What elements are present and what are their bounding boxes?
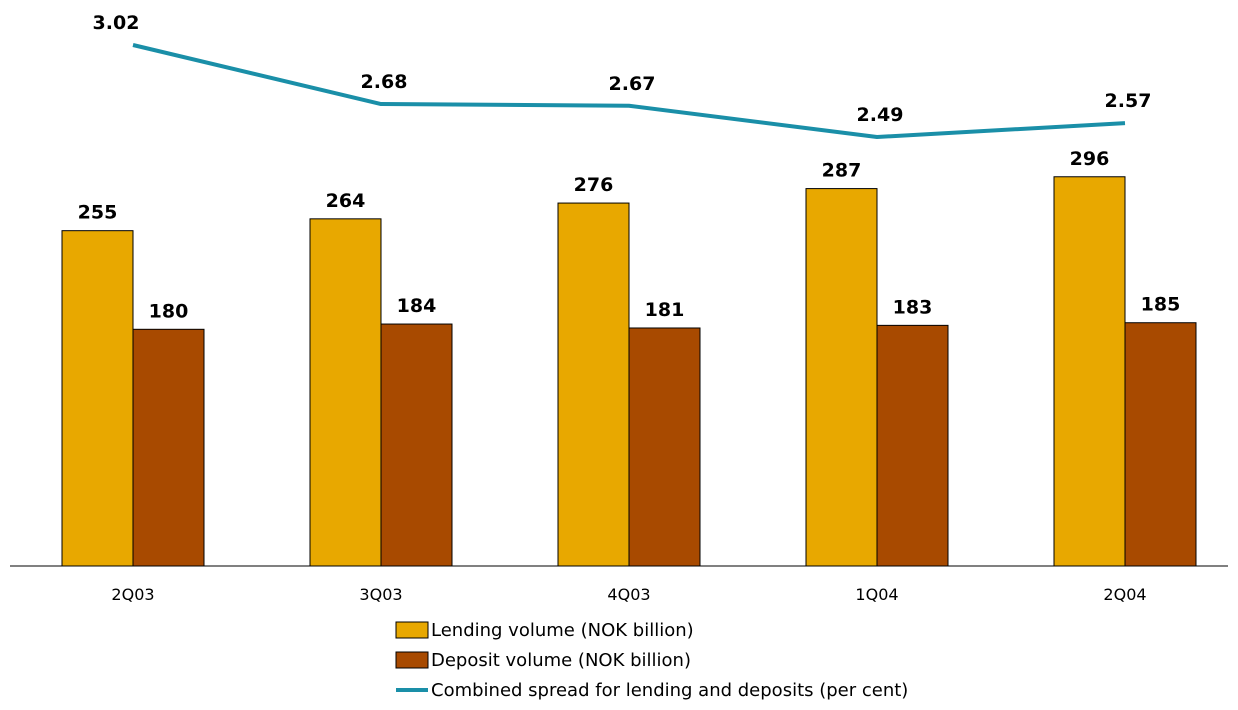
bar-layer: 255 180 264 184 276 181 287 183 296 185 xyxy=(61,148,1197,567)
legend-label: Lending volume (NOK billion) xyxy=(431,620,694,641)
bar-value-label: 181 xyxy=(645,299,685,321)
x-tick-labels: 2Q03 3Q03 4Q03 1Q04 2Q04 xyxy=(111,585,1146,604)
bar-deposit-4Q03 xyxy=(628,327,701,567)
x-tick-label: 2Q03 xyxy=(111,585,154,604)
line-value-label: 2.49 xyxy=(857,104,904,126)
legend-swatch-deposit xyxy=(395,651,429,669)
x-tick-label: 4Q03 xyxy=(607,585,650,604)
bar-deposit-2Q04 xyxy=(1124,322,1197,567)
spread-line xyxy=(132,43,1126,139)
line-layer: 3.02 2.68 2.67 2.49 2.57 xyxy=(93,12,1152,139)
legend-label: Combined spread for lending and deposits… xyxy=(431,680,908,701)
bar-value-label: 180 xyxy=(149,300,189,322)
x-tick-label: 3Q03 xyxy=(359,585,402,604)
bar-lending-2Q03 xyxy=(61,230,134,567)
bar-value-label: 255 xyxy=(78,202,118,224)
bar-lending-4Q03 xyxy=(557,202,630,567)
bar-lending-1Q04 xyxy=(805,188,878,567)
bar-value-label: 184 xyxy=(397,295,437,317)
bar-value-label: 287 xyxy=(822,160,862,182)
bar-value-label: 185 xyxy=(1141,294,1181,316)
bar-deposit-3Q03 xyxy=(380,323,453,567)
x-tick-label: 2Q04 xyxy=(1103,585,1146,604)
bar-value-label: 296 xyxy=(1070,148,1110,170)
bar-value-label: 183 xyxy=(893,296,933,318)
line-value-label: 2.67 xyxy=(609,73,656,95)
legend-swatch-lending xyxy=(395,621,429,639)
bar-deposit-2Q03 xyxy=(132,328,205,567)
x-tick-label: 1Q04 xyxy=(855,585,898,604)
bar-value-label: 264 xyxy=(326,190,366,212)
bar-value-label: 276 xyxy=(574,174,614,196)
legend: Lending volume (NOK billion) Deposit volu… xyxy=(395,620,908,701)
line-value-label: 3.02 xyxy=(93,12,140,34)
line-value-label: 2.68 xyxy=(361,71,408,93)
bar-deposit-1Q04 xyxy=(876,324,949,567)
line-value-label: 2.57 xyxy=(1105,90,1152,112)
bar-lending-2Q04 xyxy=(1053,176,1126,567)
legend-label: Deposit volume (NOK billion) xyxy=(431,650,691,671)
bar-lending-3Q03 xyxy=(309,218,382,567)
